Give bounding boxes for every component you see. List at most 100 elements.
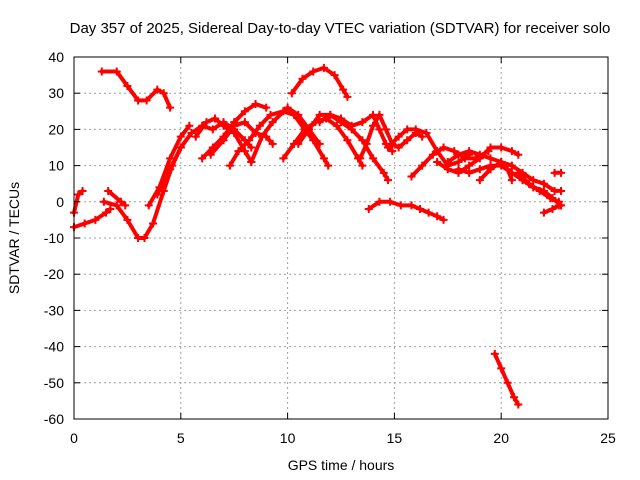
data-point bbox=[240, 107, 249, 116]
data-point bbox=[326, 110, 335, 119]
data-point bbox=[219, 136, 228, 145]
data-point bbox=[486, 143, 495, 152]
data-point bbox=[403, 125, 412, 134]
y-axis-title: SDTVAR / TECUs bbox=[6, 182, 22, 294]
data-point bbox=[422, 129, 431, 138]
data-point bbox=[394, 143, 403, 152]
data-point bbox=[358, 118, 367, 127]
data-point bbox=[486, 165, 495, 174]
y-tick-label: 40 bbox=[48, 49, 64, 65]
y-tick-label: 10 bbox=[48, 158, 64, 174]
data-point bbox=[230, 129, 239, 138]
series-track-16 bbox=[287, 63, 352, 101]
data-point bbox=[507, 161, 516, 170]
data-point bbox=[362, 139, 371, 148]
data-point bbox=[187, 129, 196, 138]
series-line bbox=[358, 112, 425, 161]
data-point bbox=[104, 186, 113, 195]
data-point bbox=[358, 161, 367, 170]
x-axis-title: GPS time / hours bbox=[288, 457, 395, 473]
data-point bbox=[140, 234, 149, 242]
data-point bbox=[381, 125, 390, 134]
data-point bbox=[439, 215, 448, 224]
data-point bbox=[315, 139, 324, 148]
data-point bbox=[287, 89, 296, 98]
x-tick-label: 0 bbox=[70, 430, 78, 446]
data-point bbox=[490, 349, 499, 358]
y-tick-label: -40 bbox=[44, 339, 64, 355]
series-track-18 bbox=[364, 197, 448, 224]
data-point bbox=[268, 139, 277, 148]
data-point bbox=[347, 121, 356, 130]
data-point bbox=[123, 215, 132, 224]
data-point bbox=[443, 165, 452, 174]
data-point bbox=[454, 150, 463, 159]
data-point bbox=[497, 143, 506, 152]
data-point bbox=[497, 364, 506, 373]
data-point bbox=[433, 157, 442, 166]
data-point bbox=[266, 110, 275, 119]
x-tick-label: 5 bbox=[177, 430, 185, 446]
data-point bbox=[424, 208, 433, 217]
data-point bbox=[247, 143, 256, 152]
data-point bbox=[388, 147, 397, 156]
data-point bbox=[518, 176, 527, 185]
data-point bbox=[418, 132, 427, 141]
data-point bbox=[337, 114, 345, 123]
data-point bbox=[206, 150, 215, 159]
data-point bbox=[202, 118, 211, 127]
data-point bbox=[507, 176, 516, 185]
data-point bbox=[383, 143, 392, 152]
y-tick-label: -10 bbox=[44, 230, 64, 246]
data-point bbox=[375, 110, 384, 119]
data-point bbox=[315, 118, 324, 127]
data-point bbox=[386, 197, 395, 206]
axis-layer: 0 5 10 15 20 25 -60 -50 -40 -30 -20 -10 0 10 20 30 40 bbox=[44, 49, 616, 446]
data-point bbox=[394, 132, 403, 141]
data-point bbox=[507, 147, 516, 156]
data-point bbox=[557, 168, 566, 177]
data-point bbox=[247, 157, 256, 166]
data-point bbox=[486, 154, 495, 163]
data-point bbox=[315, 110, 324, 119]
data-point bbox=[176, 132, 185, 141]
series-track-28 bbox=[550, 168, 566, 177]
data-point bbox=[166, 165, 175, 174]
data-point bbox=[294, 139, 303, 148]
series-track-15 bbox=[315, 110, 397, 156]
data-point bbox=[369, 121, 378, 130]
data-point bbox=[356, 154, 365, 163]
data-point bbox=[418, 161, 427, 170]
data-point bbox=[78, 186, 87, 195]
data-point bbox=[529, 176, 538, 185]
data-point bbox=[159, 89, 168, 98]
data-point bbox=[319, 154, 328, 163]
series-track-8 bbox=[191, 114, 256, 166]
y-tick-label: -20 bbox=[44, 266, 64, 282]
data-point bbox=[443, 157, 452, 166]
data-point bbox=[298, 74, 307, 83]
data-point bbox=[465, 147, 474, 156]
data-point bbox=[262, 103, 271, 112]
data-point bbox=[383, 176, 392, 185]
data-point bbox=[123, 81, 132, 90]
data-point bbox=[454, 165, 463, 174]
data-point bbox=[465, 161, 474, 170]
series-track-4 bbox=[104, 186, 130, 210]
data-point bbox=[465, 168, 474, 177]
data-point bbox=[245, 136, 254, 145]
y-tick-label: -60 bbox=[44, 411, 64, 427]
data-point bbox=[80, 219, 89, 228]
series-track-29 bbox=[490, 349, 523, 409]
y-tick-label: -30 bbox=[44, 302, 64, 318]
data-point bbox=[428, 150, 437, 159]
data-point bbox=[554, 201, 563, 210]
data-point bbox=[106, 205, 115, 214]
data-point bbox=[407, 172, 416, 181]
data-point bbox=[102, 208, 111, 217]
series-track-2 bbox=[70, 205, 115, 232]
data-point bbox=[240, 118, 249, 127]
y-tick-label: 20 bbox=[48, 121, 64, 137]
